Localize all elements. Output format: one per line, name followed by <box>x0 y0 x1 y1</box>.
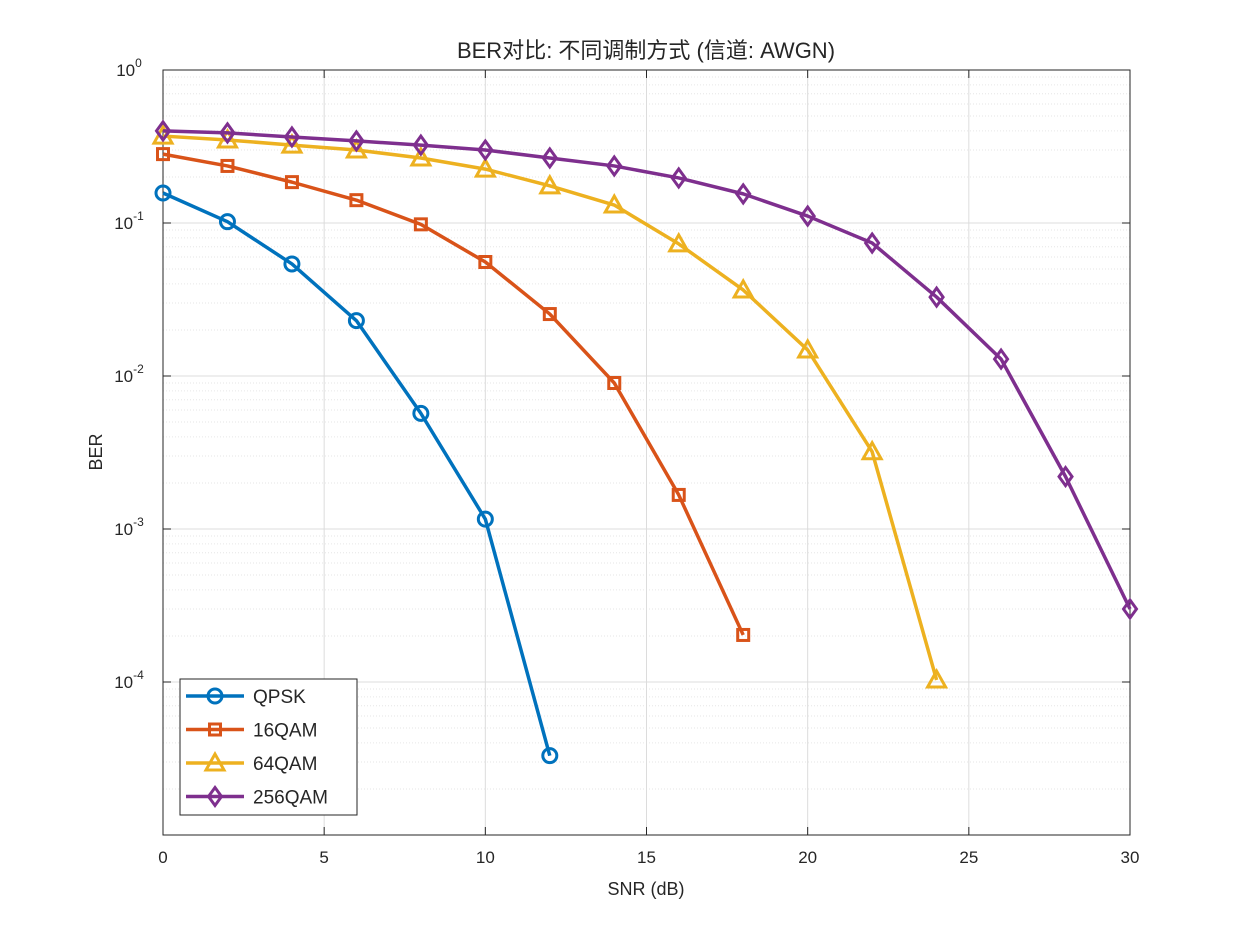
diamond-marker <box>1121 597 1139 621</box>
triangle-marker <box>473 157 497 178</box>
diamond-marker <box>799 204 817 228</box>
y-tick-label: 10-3 <box>114 515 144 539</box>
y-tick-base: 10 <box>114 673 133 692</box>
square-marker <box>349 193 364 208</box>
diamond-marker <box>219 121 236 145</box>
y-tick-label: 100 <box>116 56 142 80</box>
triangle-marker <box>344 137 368 159</box>
diamond-marker <box>541 146 559 170</box>
axes-box <box>162 69 1131 836</box>
square-marker <box>478 255 493 270</box>
triangle-marker <box>409 145 433 167</box>
y-tick-label: 10-2 <box>114 362 144 386</box>
square-marker <box>671 487 686 502</box>
y-tick-exponent: 0 <box>135 56 142 70</box>
square-marker <box>208 722 222 737</box>
square-marker <box>607 376 622 391</box>
legend-label: 256QAM <box>253 788 328 809</box>
y-tick-exponent: -1 <box>133 209 144 223</box>
triangle-marker <box>280 133 304 154</box>
circle-marker <box>154 184 172 202</box>
x-tick-label: 10 <box>476 848 495 867</box>
diamond-marker <box>1057 465 1074 489</box>
series-16qam <box>156 147 751 642</box>
diamond-marker <box>734 182 752 206</box>
x-axis-label: SNR (dB) <box>607 879 684 899</box>
triangle-marker <box>925 667 949 689</box>
x-tick-label: 30 <box>1121 848 1140 867</box>
circle-marker <box>541 747 559 765</box>
triangle-marker <box>860 439 884 461</box>
x-tick-label: 15 <box>637 848 656 867</box>
x-tick-label: 20 <box>798 848 817 867</box>
triangle-marker <box>796 337 820 359</box>
series-256qam <box>154 119 1139 621</box>
diamond-marker <box>154 119 172 143</box>
diamond-marker <box>928 285 945 309</box>
chart-title: BER对比: 不同调制方式 (信道: AWGN) <box>457 38 835 63</box>
circle-marker <box>218 213 236 231</box>
triangle-marker <box>538 173 562 195</box>
x-tick-label: 25 <box>959 848 978 867</box>
triangle-marker <box>602 192 626 214</box>
square-marker <box>413 217 428 232</box>
x-tick-label: 5 <box>319 848 328 867</box>
triangle-marker <box>203 750 227 772</box>
triangle-marker <box>215 127 240 149</box>
y-tick-base: 10 <box>114 214 133 233</box>
diamond-marker <box>476 138 494 162</box>
diamond-marker <box>283 125 301 149</box>
series-line <box>162 129 1132 610</box>
circle-marker <box>206 687 224 705</box>
square-marker <box>736 627 751 642</box>
y-tick-exponent: -2 <box>133 362 144 376</box>
legend-label: 16QAM <box>253 721 317 742</box>
y-axis-label: BER <box>86 433 106 470</box>
diamond-marker <box>605 154 623 178</box>
legend-label: QPSK <box>253 687 306 708</box>
series-line <box>162 152 745 636</box>
x-tick-label: 0 <box>158 848 167 867</box>
series-line <box>162 191 552 757</box>
circle-marker <box>476 510 494 528</box>
square-marker <box>542 307 557 322</box>
diamond-marker <box>412 133 430 157</box>
y-tick-exponent: -4 <box>133 668 144 682</box>
circle-marker <box>412 404 430 422</box>
y-tick-base: 10 <box>114 367 133 386</box>
diamond-marker <box>992 347 1010 371</box>
circle-marker <box>283 255 301 273</box>
square-marker <box>220 158 235 173</box>
triangle-marker <box>731 277 755 299</box>
y-tick-label: 10-1 <box>114 209 144 233</box>
circle-marker <box>347 312 365 330</box>
triangle-marker <box>667 231 691 253</box>
series-qpsk <box>154 184 559 765</box>
square-marker <box>284 175 299 190</box>
y-tick-base: 10 <box>116 61 135 80</box>
y-tick-base: 10 <box>114 520 133 539</box>
y-tick-exponent: -3 <box>133 515 144 529</box>
diamond-marker <box>206 784 224 809</box>
y-tick-label: 10-4 <box>114 668 144 692</box>
diamond-marker <box>863 231 881 255</box>
diamond-marker <box>348 129 365 153</box>
diamond-marker <box>670 166 688 190</box>
square-marker <box>156 147 170 162</box>
legend: QPSK 16QAM 64QAM 256QAM <box>179 678 358 816</box>
legend-label: 64QAM <box>253 754 317 775</box>
